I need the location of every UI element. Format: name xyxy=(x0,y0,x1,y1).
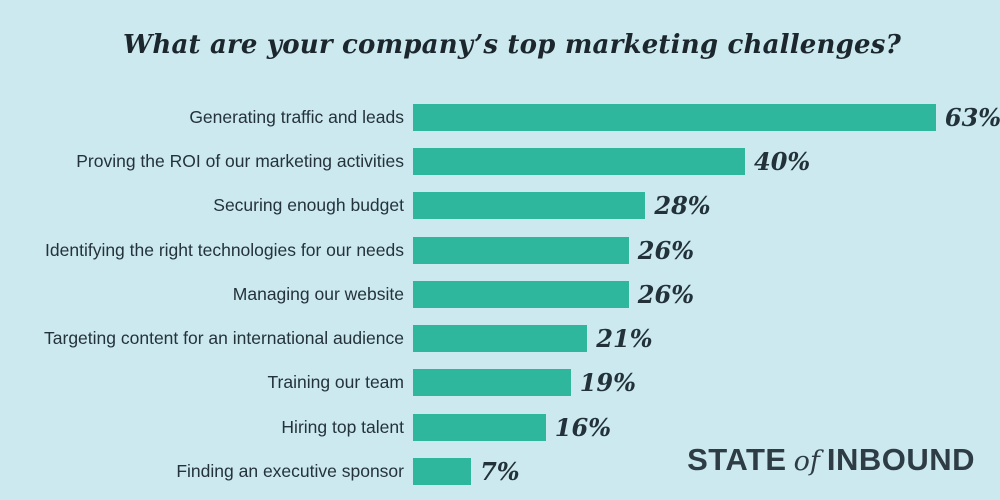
logo-word-inbound: INBOUND xyxy=(826,442,975,477)
bar-label: Identifying the right technologies for o… xyxy=(45,239,404,260)
bar-value: 26% xyxy=(637,279,694,309)
bar-label: Securing enough budget xyxy=(213,195,404,216)
bar-row: Finding an executive sponsor 7% xyxy=(0,449,1000,493)
bar-value: 7% xyxy=(480,457,520,487)
bar xyxy=(413,147,745,175)
bar-chart: Generating traffic and leads 63% Proving t… xyxy=(0,95,1000,494)
bar-value: 16% xyxy=(554,412,611,442)
bar-label: Hiring top talent xyxy=(281,416,404,437)
bar-row: Targeting content for an international a… xyxy=(0,316,1000,360)
state-of-inbound-logo: STATE of INBOUND xyxy=(687,442,975,478)
bar xyxy=(413,192,646,220)
bar-label: Proving the ROI of our marketing activit… xyxy=(76,150,404,171)
bar-label: Managing our website xyxy=(232,283,404,304)
bar-label: Training our team xyxy=(267,372,405,393)
bar-row: Generating traffic and leads 63% xyxy=(0,95,1000,139)
bar-value: 21% xyxy=(596,324,653,354)
bar xyxy=(413,236,629,264)
bar-value: 26% xyxy=(637,235,694,265)
bar-label: Generating traffic and leads xyxy=(189,106,404,127)
bar-value: 40% xyxy=(754,146,811,176)
bar-value: 63% xyxy=(944,102,1000,132)
bar-row: Securing enough budget 28% xyxy=(0,184,1000,228)
chart-title: What are your company’s top marketing ch… xyxy=(122,30,902,60)
bar xyxy=(413,325,588,353)
bar-row: Identifying the right technologies for o… xyxy=(0,228,1000,272)
bar xyxy=(413,103,936,131)
bar-label: Targeting content for an international a… xyxy=(44,328,404,349)
bar-row: Training our team 19% xyxy=(0,361,1000,405)
bar-label: Finding an executive sponsor xyxy=(176,461,404,482)
bar xyxy=(413,369,571,397)
bar-value: 19% xyxy=(579,368,636,398)
bar xyxy=(413,458,472,486)
bar-row: Hiring top talent 16% xyxy=(0,405,1000,449)
bar-row: Proving the ROI of our marketing activit… xyxy=(0,139,1000,183)
bar-row: Managing our website 26% xyxy=(0,272,1000,316)
bar xyxy=(413,280,629,308)
bar-value: 28% xyxy=(654,191,711,221)
logo-word-state: STATE xyxy=(687,442,787,477)
bar xyxy=(413,413,546,441)
logo-word-of: of xyxy=(793,446,820,477)
